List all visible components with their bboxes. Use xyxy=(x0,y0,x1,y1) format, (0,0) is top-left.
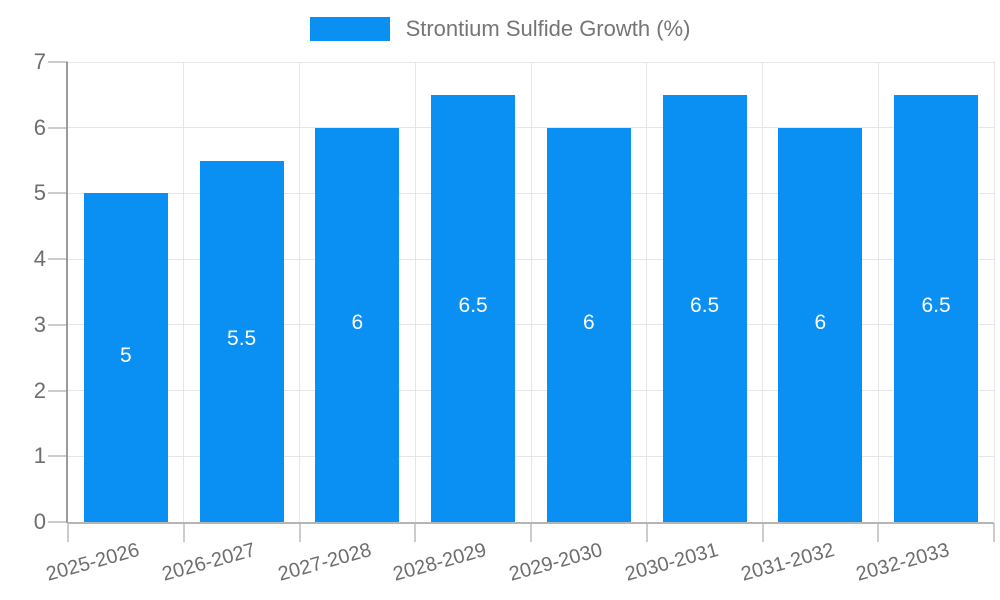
bar[interactable]: 5 xyxy=(83,193,168,522)
bar[interactable]: 6.5 xyxy=(662,94,747,522)
y-axis-line xyxy=(66,62,68,523)
chart-legend: Strontium Sulfide Growth (%) xyxy=(0,16,1000,42)
bar[interactable]: 5.5 xyxy=(199,160,284,522)
bar[interactable]: 6 xyxy=(546,127,631,522)
bar[interactable]: 6.5 xyxy=(894,94,979,522)
vertical-gridline xyxy=(762,62,763,522)
bar-value-label: 6.5 xyxy=(921,294,951,318)
legend-swatch-icon[interactable] xyxy=(309,17,390,41)
legend-label: Strontium Sulfide Growth (%) xyxy=(405,16,691,41)
bar-value-label: 5 xyxy=(120,343,132,367)
y-axis-label: 3 xyxy=(33,311,46,337)
x-axis-label: 2027-2028 xyxy=(275,538,374,586)
x-tick-mark xyxy=(761,523,764,542)
bar-value-label: 6.5 xyxy=(458,294,488,318)
y-tick-mark xyxy=(48,126,68,129)
y-tick-mark xyxy=(48,521,68,523)
x-tick-mark xyxy=(414,523,417,542)
y-tick-mark xyxy=(48,61,68,63)
vertical-gridline xyxy=(993,62,995,522)
plot-area: 5 5.5 6 6.5 6 6.5 6 6.5 xyxy=(68,61,995,522)
y-axis-label: 4 xyxy=(33,246,46,272)
x-axis-label: 2030-2031 xyxy=(622,538,721,586)
x-axis-label: 2025-2026 xyxy=(43,538,143,586)
y-tick-mark xyxy=(48,389,68,392)
bar-value-label: 5.5 xyxy=(227,327,257,351)
bar-value-label: 6 xyxy=(814,310,827,334)
vertical-gridline xyxy=(299,62,300,522)
x-tick-mark xyxy=(67,523,69,542)
x-axis-line xyxy=(68,521,994,524)
bar[interactable]: 6 xyxy=(778,127,863,522)
vertical-gridline xyxy=(646,62,648,522)
x-tick-mark xyxy=(530,523,532,542)
x-axis-label: 2032-2033 xyxy=(854,538,953,586)
x-tick-mark xyxy=(645,523,648,542)
vertical-gridline xyxy=(877,62,879,522)
y-axis-label: 1 xyxy=(33,443,46,469)
x-axis-label: 2029-2030 xyxy=(506,538,606,586)
x-axis-label: 2026-2027 xyxy=(159,538,258,586)
vertical-gridline xyxy=(183,62,185,522)
bar[interactable]: 6 xyxy=(315,127,400,522)
x-tick-mark xyxy=(298,523,301,542)
y-tick-mark xyxy=(48,323,68,326)
x-tick-mark xyxy=(877,523,880,542)
vertical-gridline xyxy=(530,62,532,522)
y-axis-label: 0 xyxy=(33,509,46,534)
bar[interactable]: 6.5 xyxy=(431,94,516,522)
vertical-gridline xyxy=(414,62,416,522)
bar-value-label: 6.5 xyxy=(690,294,720,318)
x-axis-label: 2028-2029 xyxy=(391,538,490,586)
bar-value-label: 6 xyxy=(583,310,595,334)
x-tick-mark xyxy=(993,523,995,542)
y-axis-label: 2 xyxy=(33,377,46,403)
y-axis-label: 6 xyxy=(33,114,46,140)
y-tick-mark xyxy=(48,455,68,458)
y-tick-mark xyxy=(48,258,68,261)
x-tick-mark xyxy=(182,523,185,542)
y-axis-label: 5 xyxy=(33,180,46,206)
bar-value-label: 6 xyxy=(351,310,364,334)
y-axis-label: 7 xyxy=(33,49,46,74)
x-axis-label: 2031-2032 xyxy=(738,538,837,586)
y-tick-mark xyxy=(48,192,68,195)
